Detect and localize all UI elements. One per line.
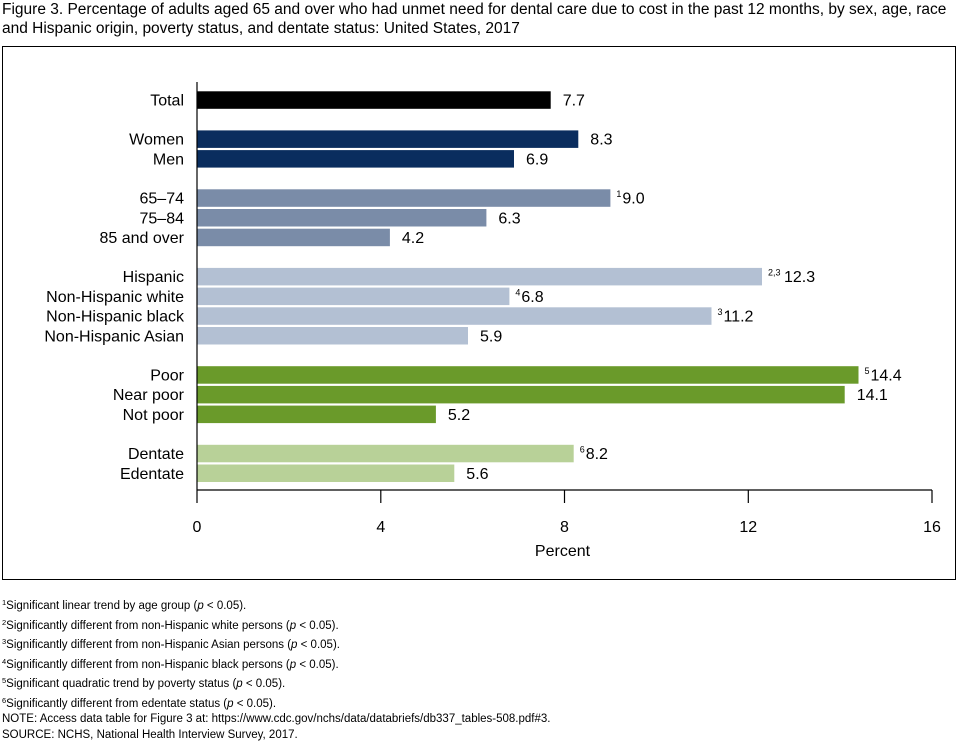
footnote-3: 3Significantly different from non-Hispan… bbox=[2, 634, 550, 654]
value-superscript: 4 bbox=[515, 287, 520, 297]
value-label: 6.8 bbox=[521, 289, 543, 306]
footnote-6: 6Significantly different from edentate s… bbox=[2, 693, 550, 713]
bar-11 bbox=[197, 386, 845, 404]
value-superscript: 6 bbox=[580, 445, 585, 455]
bar-0 bbox=[197, 91, 551, 109]
category-label: Poor bbox=[150, 368, 184, 385]
bar-7 bbox=[197, 288, 509, 306]
category-label: Non-Hispanic black bbox=[46, 309, 185, 326]
x-axis-title: Percent bbox=[535, 543, 591, 560]
footnote-4: 4Significantly different from non-Hispan… bbox=[2, 654, 550, 674]
bar-4 bbox=[197, 209, 486, 227]
bar-8 bbox=[197, 307, 712, 325]
footnote-1: 1Significant linear trend by age group (… bbox=[2, 595, 550, 615]
x-tick-label: 16 bbox=[923, 519, 941, 536]
footnote-list: 1Significant linear trend by age group (… bbox=[2, 595, 550, 712]
category-label: Non-Hispanic white bbox=[46, 289, 184, 306]
value-label: 5.2 bbox=[448, 407, 470, 424]
x-tick-label: 4 bbox=[376, 519, 385, 536]
value-label: 5.9 bbox=[480, 328, 502, 345]
value-superscript: 2,3 bbox=[768, 268, 781, 278]
category-label: Edentate bbox=[120, 466, 184, 483]
value-label: 8.2 bbox=[586, 446, 608, 463]
category-label: Dentate bbox=[128, 446, 184, 463]
footnote-5: 5Significant quadratic trend by poverty … bbox=[2, 673, 550, 693]
x-tick-label: 0 bbox=[193, 519, 202, 536]
value-label: 4.2 bbox=[402, 230, 424, 247]
footnote-2: 2Significantly different from non-Hispan… bbox=[2, 615, 550, 635]
footnotes: 1Significant linear trend by age group (… bbox=[2, 595, 550, 743]
category-label: 85 and over bbox=[99, 230, 184, 247]
bar-14 bbox=[197, 465, 454, 483]
category-label: Near poor bbox=[113, 387, 185, 404]
value-label: 6.3 bbox=[498, 210, 520, 227]
value-label: 14.4 bbox=[871, 368, 902, 385]
value-label: 14.1 bbox=[857, 387, 888, 404]
value-superscript: 3 bbox=[718, 307, 723, 317]
category-label: Not poor bbox=[123, 407, 185, 424]
category-label: Women bbox=[129, 132, 184, 149]
category-label: 75–84 bbox=[140, 210, 185, 227]
value-superscript: 1 bbox=[616, 189, 621, 199]
source-text: SOURCE: NCHS, National Health Interview … bbox=[2, 728, 550, 743]
x-tick-label: 12 bbox=[739, 519, 757, 536]
x-tick-label: 8 bbox=[560, 519, 569, 536]
bar-6 bbox=[197, 268, 762, 286]
bar-2 bbox=[197, 150, 514, 168]
value-label: 12.3 bbox=[784, 269, 815, 286]
bar-10 bbox=[197, 366, 859, 384]
bar-3 bbox=[197, 189, 610, 207]
bar-5 bbox=[197, 229, 390, 247]
value-label: 5.6 bbox=[466, 466, 488, 483]
category-label: Non-Hispanic Asian bbox=[44, 328, 184, 345]
bar-12 bbox=[197, 406, 436, 424]
value-label: 9.0 bbox=[622, 191, 644, 208]
category-label: 65–74 bbox=[140, 191, 185, 208]
bar-1 bbox=[197, 130, 578, 148]
value-superscript: 5 bbox=[865, 366, 870, 376]
category-label: Hispanic bbox=[123, 269, 184, 286]
bar-13 bbox=[197, 445, 574, 463]
bar-9 bbox=[197, 327, 468, 345]
value-label: 11.2 bbox=[724, 309, 754, 326]
category-label: Total bbox=[150, 93, 184, 110]
value-label: 6.9 bbox=[526, 151, 548, 168]
value-label: 7.7 bbox=[563, 93, 585, 110]
value-label: 8.3 bbox=[590, 132, 612, 149]
category-label: Men bbox=[153, 151, 184, 168]
